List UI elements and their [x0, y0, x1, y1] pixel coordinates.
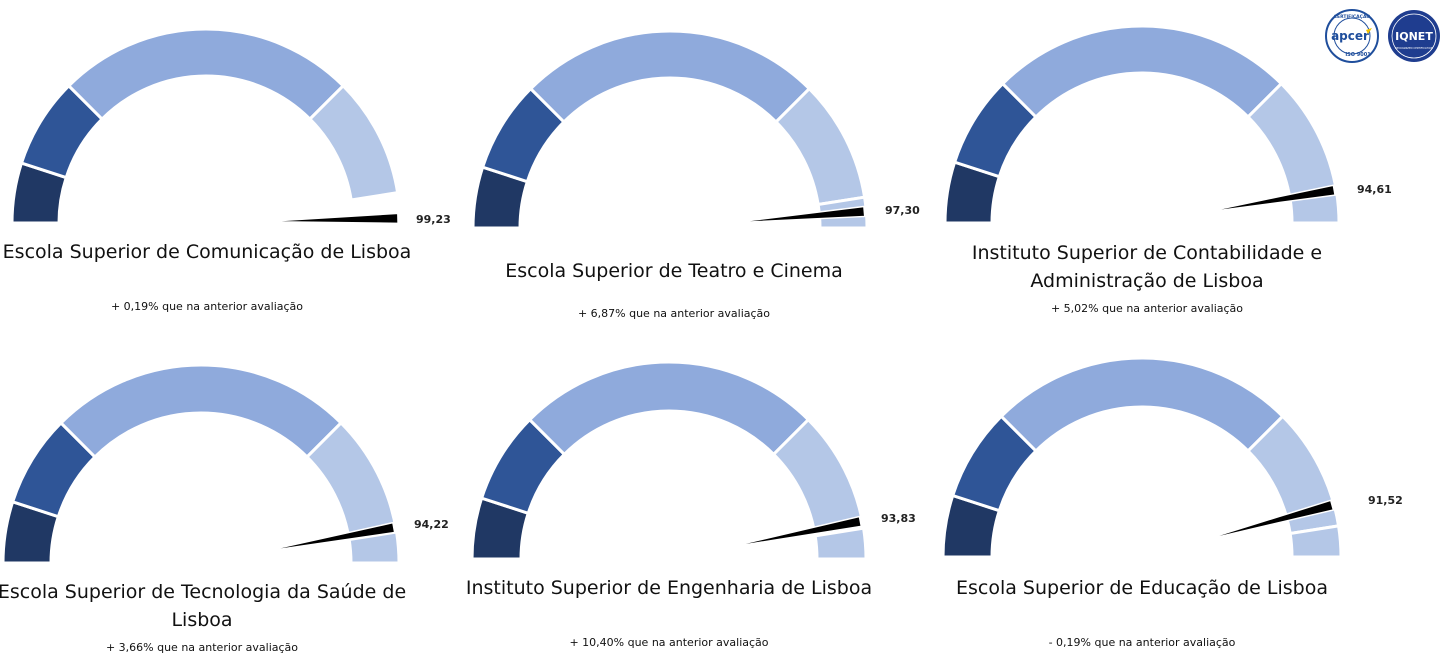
gauge-title: Escola Superior de Comunicação de Lisboa	[2, 241, 412, 263]
iqnet-logo: IQNET RECOGNIZED CERTIFICATION	[1388, 10, 1440, 62]
gauge-needle	[725, 515, 863, 549]
gauge-needle	[1199, 499, 1335, 542]
gauge-value-label: 93,83	[881, 512, 916, 525]
gauge-change-text: + 10,40% que na anterior avaliação	[569, 636, 769, 649]
certification-logos-svg: CERTIFICAÇÃO apcer ISO 9001 IQNET RECOGN…	[1325, 9, 1440, 63]
gauge-needle	[262, 212, 399, 225]
gauge-title: Escola Superior de Educação de Lisboa	[956, 577, 1328, 599]
apcer-text: apcer	[1331, 29, 1369, 43]
apcer-logo: CERTIFICAÇÃO apcer ISO 9001	[1325, 9, 1379, 63]
gauge-title: Instituto Superior de Engenharia de Lisb…	[465, 577, 873, 599]
iqnet-text: IQNET	[1395, 30, 1433, 43]
certification-logos: CERTIFICAÇÃO apcer ISO 9001 IQNET RECOGN…	[1322, 8, 1442, 68]
gauge-value-label: 91,52	[1368, 494, 1403, 507]
gauge-change-text: + 3,66% que na anterior avaliação	[105, 641, 299, 654]
gauge-value-label: 99,23	[416, 213, 451, 226]
gauge-needle	[729, 205, 866, 224]
apcer-sub-text: ISO 9001	[1345, 52, 1371, 58]
gauge-title: Escola Superior de Tecnologia da Saúde d…	[0, 581, 407, 631]
gauge-change-text: + 6,87% que na anterior avaliação	[577, 307, 771, 320]
gauge-title: Instituto Superior de Contabilidade e Ad…	[971, 242, 1323, 292]
iqnet-sub-text: RECOGNIZED CERTIFICATION	[1395, 46, 1433, 50]
gauge-needle	[1200, 184, 1336, 214]
gauge-change-text: + 0,19% que na anterior avaliação	[110, 300, 304, 313]
gauge-value-label: 94,61	[1357, 183, 1392, 196]
gauge-change-text: + 5,02% que na anterior avaliação	[1050, 302, 1244, 315]
gauge-band-4	[813, 526, 868, 561]
gauge-change-text: - 0,19% que na anterior avaliação	[1048, 636, 1236, 649]
gauge-needle	[259, 521, 396, 553]
gauge-band-2	[999, 356, 1285, 454]
gauge-value-label: 97,30	[885, 204, 920, 217]
gauge-value-label: 94,22	[414, 518, 449, 531]
gauge-band-4	[1288, 524, 1343, 559]
gauge-band-4	[347, 530, 401, 565]
apcer-ring-text: CERTIFICAÇÃO	[1334, 13, 1371, 20]
gauge-title: Escola Superior de Teatro e Cinema	[505, 260, 843, 282]
gauge-band-3	[307, 83, 400, 202]
